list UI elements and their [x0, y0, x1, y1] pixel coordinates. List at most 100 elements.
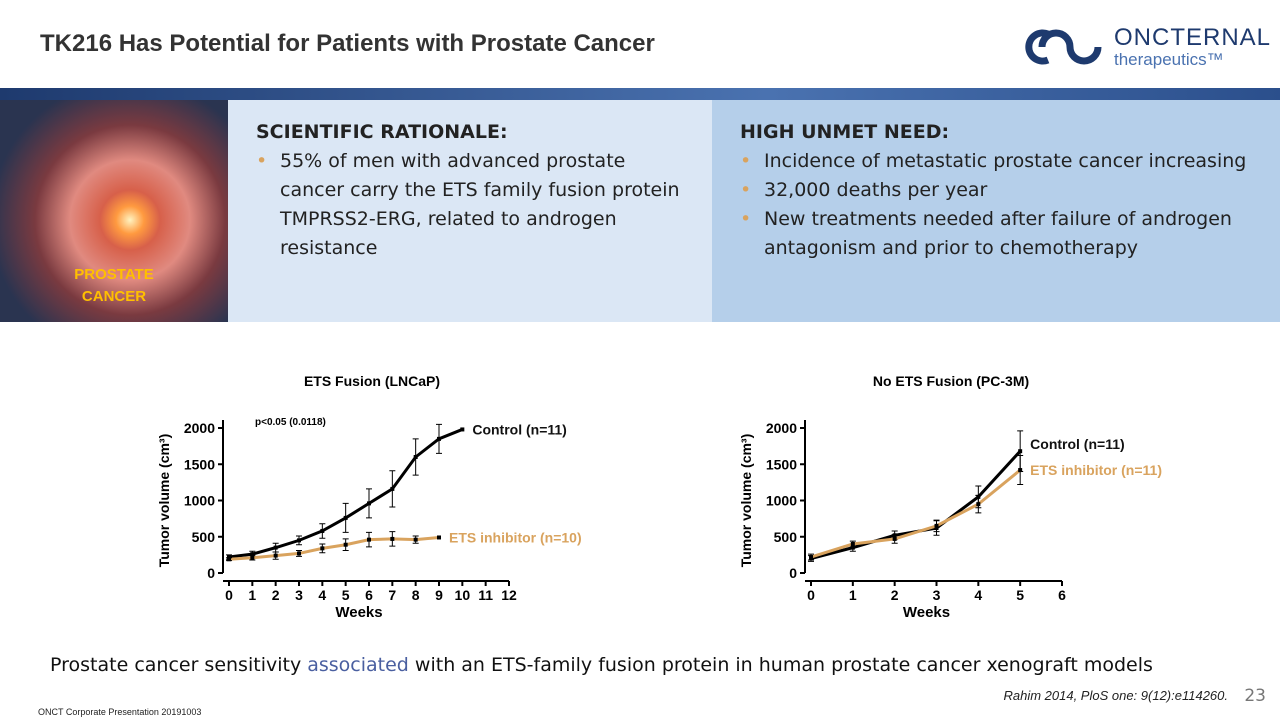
panel: HIGH UNMET NEED: Incidence of metastatic…: [712, 100, 1280, 322]
x-tick-label: 11: [478, 587, 493, 603]
data-point: [809, 555, 813, 560]
x-tick-label: 9: [435, 587, 443, 603]
x-axis-label: Weeks: [335, 604, 382, 621]
caption-text: with an ETS-family fusion protein in hum…: [414, 654, 1153, 676]
x-tick-label: 1: [248, 587, 256, 603]
logo-sub: therapeutics™: [1114, 50, 1224, 69]
y-tick-label: 2000: [766, 420, 797, 436]
x-tick-label: 1: [849, 587, 857, 603]
data-point: [343, 542, 348, 547]
image-label: PROSTATE CANCER: [0, 264, 228, 308]
x-tick-label: 4: [974, 587, 982, 603]
y-tick-label: 1500: [766, 456, 797, 472]
caption-highlight: associated: [307, 654, 409, 676]
header-band: [0, 88, 1280, 100]
data-point: [320, 528, 325, 533]
y-tick-label: 0: [207, 565, 215, 581]
bullet-list: 55% of men with advanced prostate cancer…: [256, 147, 684, 263]
data-point: [320, 546, 325, 551]
data-point: [273, 553, 278, 558]
data-point: [934, 523, 939, 528]
legend-label: ETS inhibitor (n=10): [449, 529, 582, 545]
data-point: [413, 455, 418, 459]
bullet: Incidence of metastatic prostate cancer …: [740, 147, 1252, 176]
x-tick-label: 3: [933, 587, 941, 603]
x-tick-label: 2: [891, 587, 899, 603]
y-tick-label: 1000: [766, 493, 797, 509]
x-tick-label: 0: [807, 587, 815, 603]
panel: SCIENTIFIC RATIONALE: 55% of men with ad…: [228, 100, 712, 322]
chart-title: No ETS Fusion (PC-3M): [873, 373, 1029, 389]
x-axis-label: Weeks: [903, 604, 950, 621]
data-point: [297, 538, 301, 543]
legend-label: ETS inhibitor (n=11): [1030, 462, 1162, 478]
data-point: [367, 537, 371, 542]
y-tick-label: 0: [789, 565, 797, 581]
bullet: 32,000 deaths per year: [740, 176, 1252, 205]
data-point: [273, 545, 278, 550]
x-tick-label: 4: [318, 587, 326, 603]
logo-name: ONCTERNAL: [1114, 24, 1270, 51]
x-tick-label: 6: [365, 587, 373, 603]
series-line: [228, 535, 440, 561]
bullet: 55% of men with advanced prostate cancer…: [256, 147, 684, 263]
data-point: [437, 436, 441, 441]
x-tick-label: 6: [1058, 587, 1066, 603]
y-axis-label: Tumor volume (cm³): [738, 434, 754, 568]
slide-title: TK216 Has Potential for Patients with Pr…: [40, 30, 655, 57]
series-line: [810, 450, 1022, 560]
data-point: [892, 536, 897, 541]
data-point: [367, 501, 371, 506]
y-tick-label: 1500: [184, 456, 215, 472]
x-tick-label: 10: [455, 587, 471, 603]
panel-heading: SCIENTIFIC RATIONALE:: [256, 121, 508, 143]
data-point: [390, 486, 395, 491]
data-point: [343, 515, 348, 520]
data-point: [976, 502, 981, 507]
data-point: [413, 537, 418, 542]
data-point: [390, 536, 395, 541]
legend-label: Control (n=11): [1030, 436, 1125, 452]
data-point: [227, 555, 231, 560]
y-tick-label: 500: [774, 529, 798, 545]
footer: ONCT Corporate Presentation 20191003: [38, 707, 202, 717]
citation: Rahim 2014, PloS one: 9(12):e114260.: [1003, 688, 1228, 703]
data-point: [227, 557, 231, 562]
y-tick-label: 500: [192, 529, 216, 545]
x-tick-label: 2: [272, 587, 280, 603]
x-tick-label: 8: [412, 587, 420, 603]
x-tick-label: 0: [225, 587, 233, 603]
x-tick-label: 3: [295, 587, 303, 603]
bullet: New treatments needed after failure of a…: [740, 205, 1252, 263]
page-number: 23: [1244, 686, 1266, 706]
data-point: [850, 545, 855, 550]
image-label-line: CANCER: [81, 288, 147, 305]
image-label-line: PROSTATE: [74, 266, 154, 283]
y-tick-label: 2000: [184, 420, 215, 436]
x-tick-label: 12: [501, 587, 517, 603]
y-tick-label: 1000: [184, 493, 215, 509]
chart-title: ETS Fusion (LNCaP): [304, 373, 440, 389]
data-point: [1018, 449, 1023, 454]
y-axis-label: Tumor volume (cm³): [156, 434, 172, 568]
data-point: [250, 555, 255, 560]
data-point: [297, 551, 301, 556]
data-point: [850, 542, 855, 546]
series-line: [810, 468, 1022, 559]
panel-heading: HIGH UNMET NEED:: [740, 121, 950, 143]
data-point: [437, 535, 441, 540]
logo: ONCTERNAL therapeutics™: [1025, 24, 1270, 69]
caption-text: Prostate cancer sensitivity: [50, 654, 302, 676]
x-tick-label: 5: [1016, 587, 1024, 603]
bullet-list: Incidence of metastatic prostate cancer …: [740, 147, 1252, 263]
data-point: [250, 552, 255, 557]
caption: Prostate cancer sensitivity associated w…: [50, 654, 1153, 676]
legend-label: Control (n=11): [472, 421, 567, 437]
data-point: [1018, 468, 1023, 473]
logo-mark: [1025, 29, 1102, 65]
data-point: [460, 427, 465, 432]
x-tick-label: 5: [342, 587, 350, 603]
annotation: p<0.05 (0.0118): [255, 417, 326, 428]
